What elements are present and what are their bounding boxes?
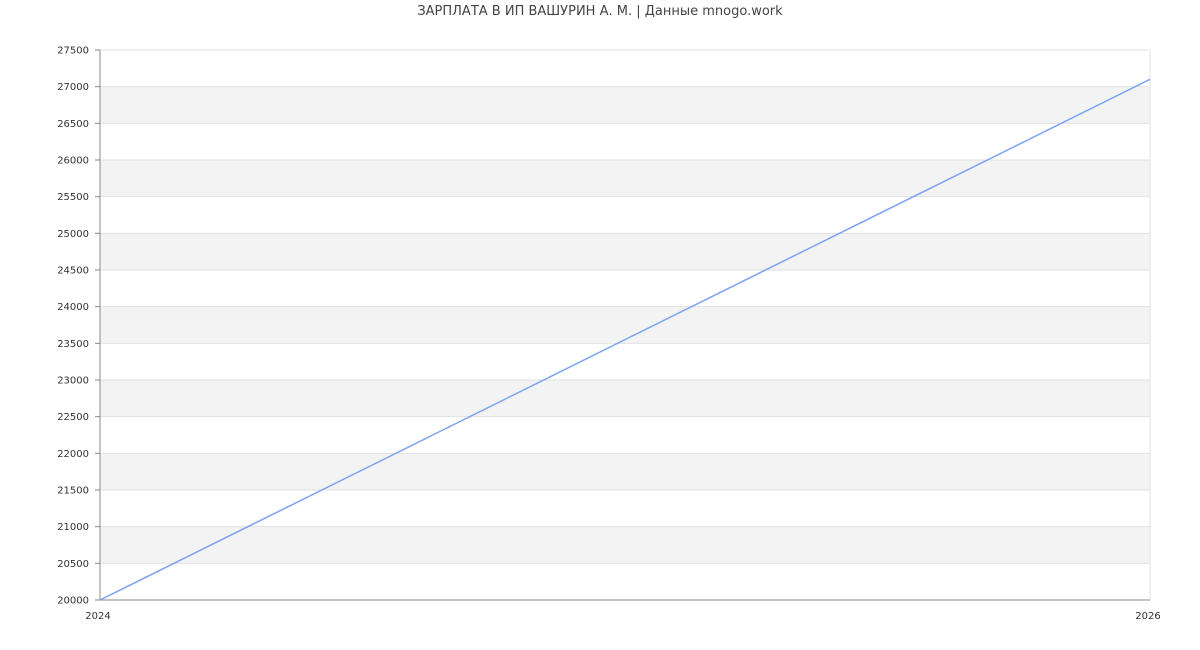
grid-band — [100, 233, 1150, 270]
y-tick-label: 25000 — [57, 229, 89, 240]
y-tick-label: 22500 — [57, 412, 89, 423]
grid-band — [100, 453, 1150, 490]
grid-band — [100, 380, 1150, 417]
y-tick-label: 24500 — [57, 266, 89, 277]
y-tick-label: 25500 — [57, 192, 89, 203]
grid-band — [100, 526, 1150, 564]
x-tick-label: 2026 — [1135, 611, 1160, 622]
y-tick-label: 26500 — [57, 119, 89, 130]
y-tick-label: 20500 — [57, 559, 89, 570]
y-tick-label: 21000 — [57, 522, 89, 533]
y-tick-label: 26000 — [57, 156, 89, 167]
x-tick-label: 2024 — [85, 611, 110, 622]
y-tick-label: 23000 — [57, 376, 89, 387]
grid-band — [100, 306, 1150, 344]
y-tick-label: 24000 — [57, 302, 89, 313]
grid-band — [100, 86, 1150, 124]
y-tick-label: 21500 — [57, 486, 89, 497]
grid-band — [100, 160, 1150, 197]
y-tick-label: 22000 — [57, 449, 89, 460]
chart-title: ЗАРПЛАТА В ИП ВАШУРИН А. М. | Данные mno… — [417, 4, 783, 19]
y-tick-label: 27000 — [57, 82, 89, 93]
y-tick-label: 20000 — [57, 596, 89, 607]
y-tick-label: 27500 — [57, 46, 89, 57]
series-line — [99, 78, 1151, 601]
y-tick-label: 23500 — [57, 339, 89, 350]
